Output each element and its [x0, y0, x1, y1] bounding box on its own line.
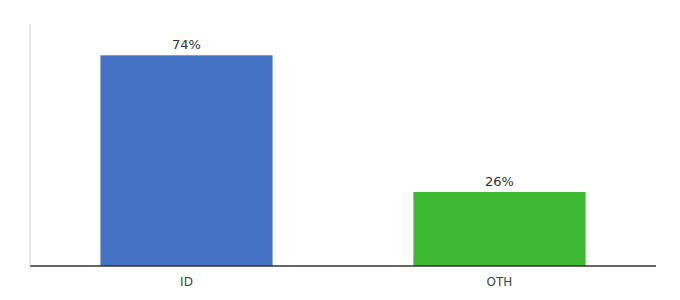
- y-axis-line: [30, 24, 31, 266]
- chart-container: ID OTH 74% 26%: [0, 0, 680, 300]
- x-tick-label: ID: [180, 275, 193, 289]
- data-label: 26%: [485, 174, 514, 189]
- x-tick-label: OTH: [487, 275, 513, 289]
- chart-svg: ID OTH 74% 26%: [0, 0, 680, 300]
- bar: [413, 192, 585, 266]
- bars: [100, 55, 585, 266]
- x-axis-line: [30, 265, 656, 267]
- bar: [100, 55, 272, 266]
- data-label: 74%: [172, 37, 201, 52]
